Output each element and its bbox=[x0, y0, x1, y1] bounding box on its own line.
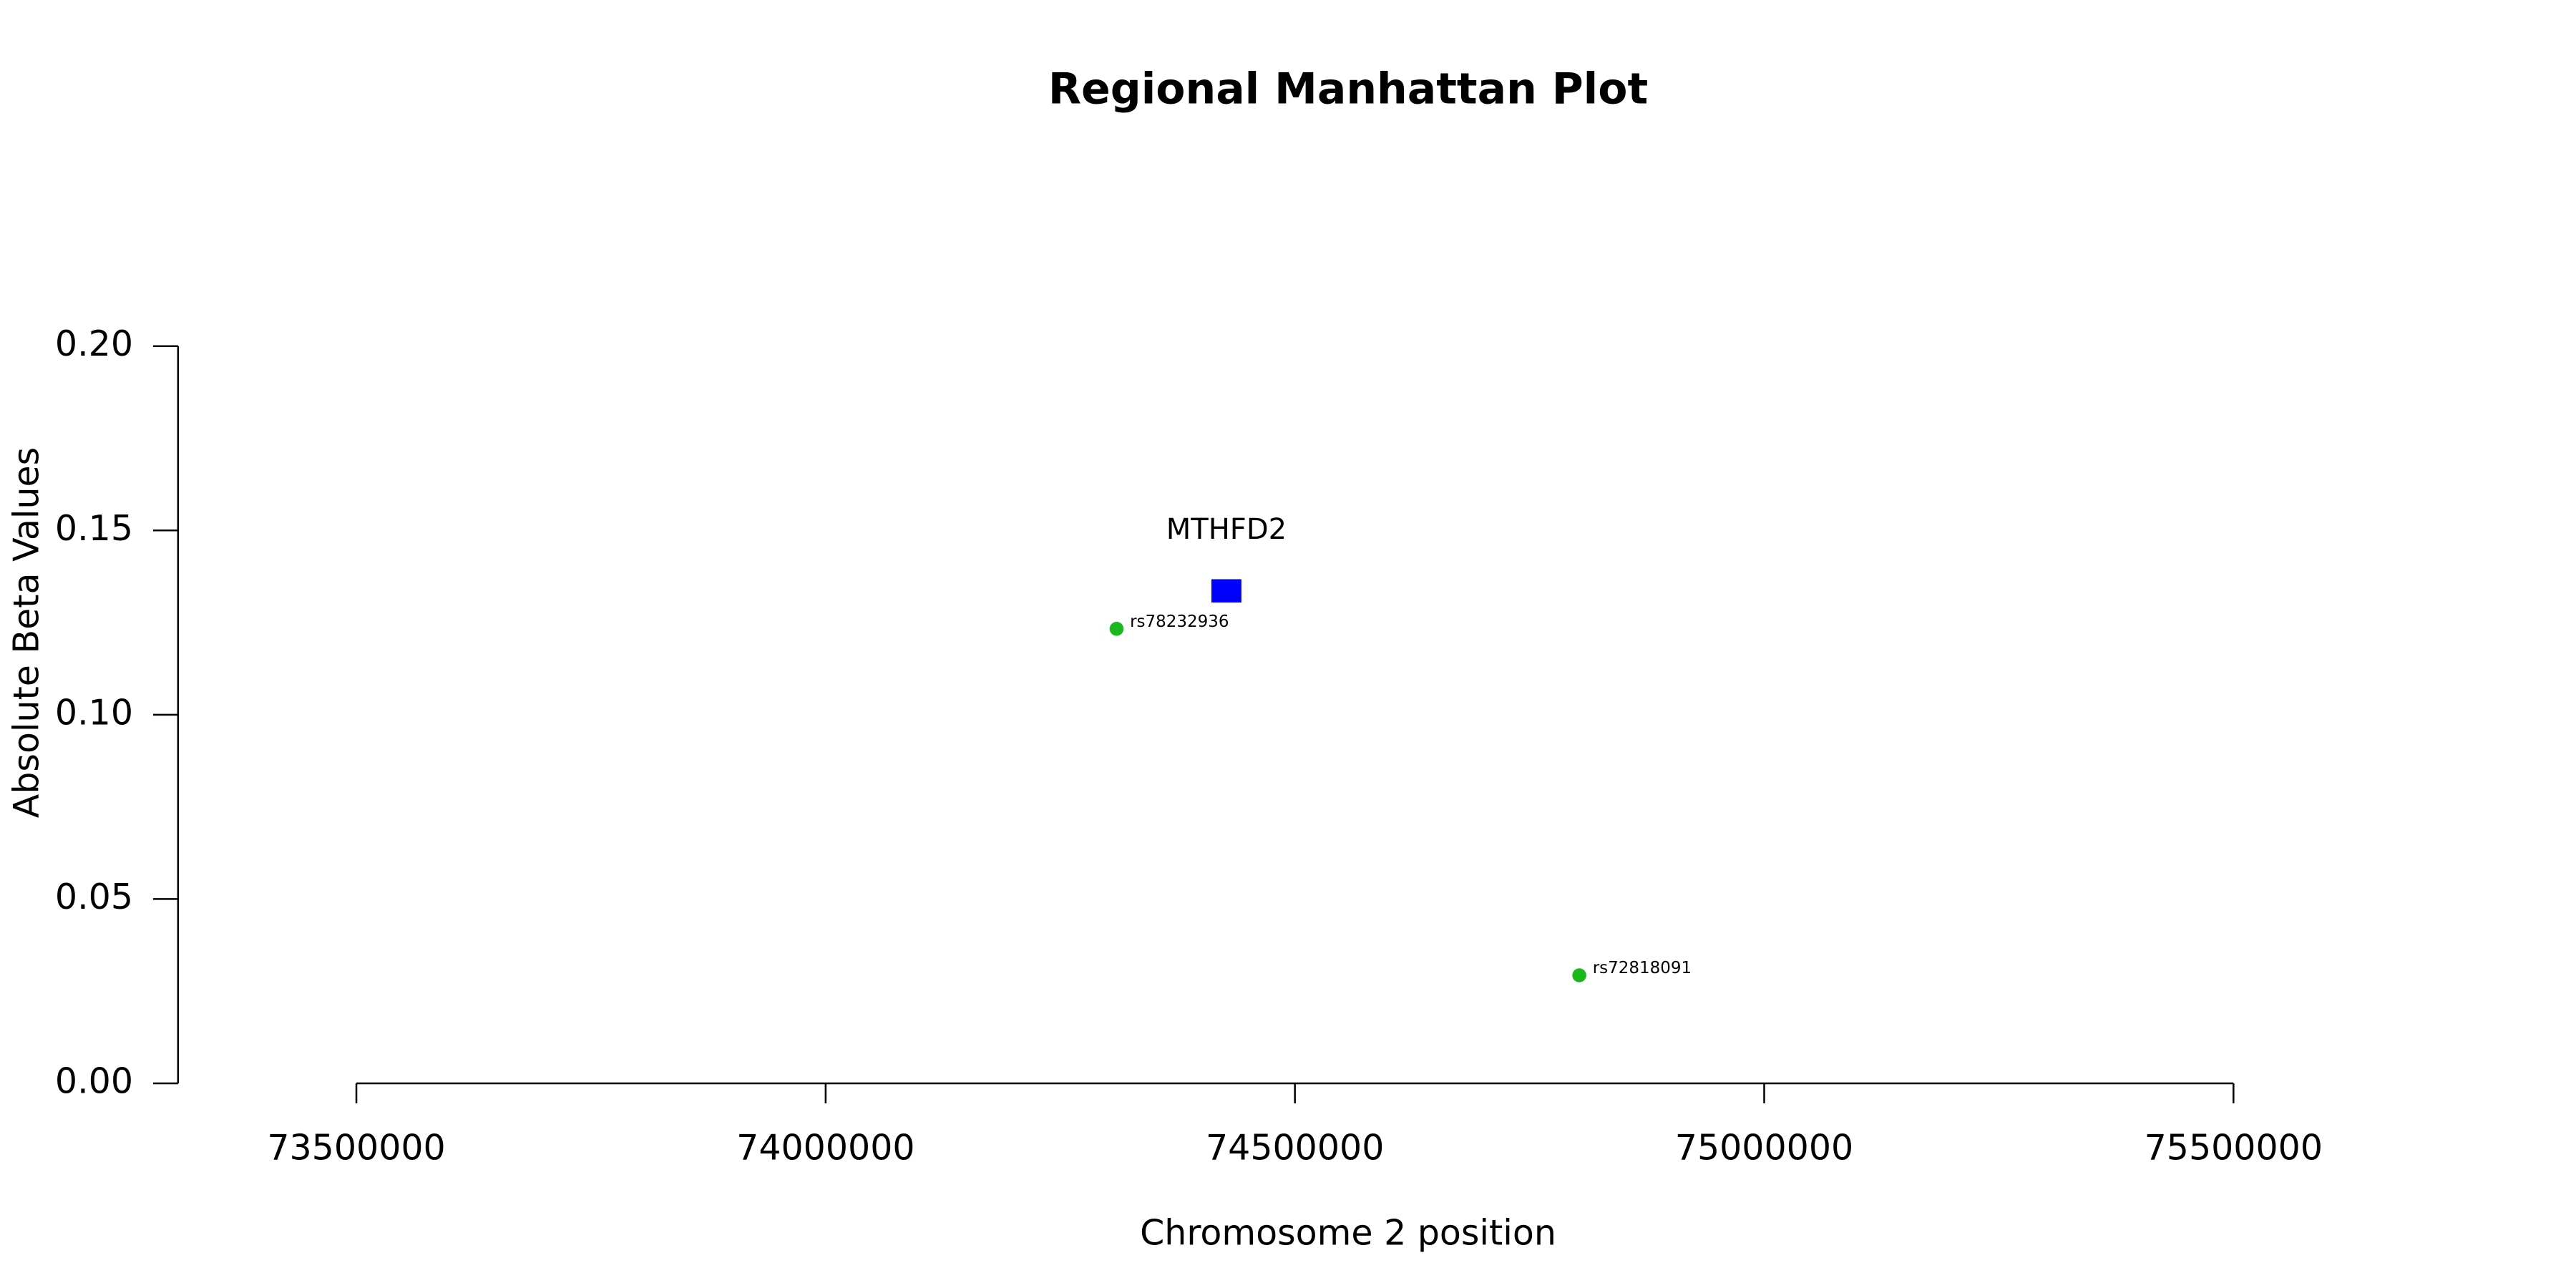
y-tick-label: 0.20 bbox=[55, 323, 133, 364]
x-tick-label: 75000000 bbox=[1675, 1127, 1853, 1168]
x-tick-label: 75500000 bbox=[2145, 1127, 2323, 1168]
y-axis-title: Absolute Beta Values bbox=[6, 447, 47, 818]
chart-title: Regional Manhattan Plot bbox=[1048, 64, 1648, 114]
x-tick-label: 74000000 bbox=[736, 1127, 914, 1168]
y-tick-label: 0.05 bbox=[55, 877, 133, 917]
y-tick-label: 0.00 bbox=[55, 1060, 133, 1101]
x-axis-title: Chromosome 2 position bbox=[1140, 1213, 1556, 1254]
x-tick-label: 74500000 bbox=[1206, 1127, 1384, 1168]
x-tick-label: 73500000 bbox=[267, 1127, 445, 1168]
gene-label: MTHFD2 bbox=[1166, 513, 1287, 546]
snp-label: rs78232936 bbox=[1130, 613, 1229, 631]
snp-label: rs72818091 bbox=[1593, 959, 1692, 977]
y-tick-label: 0.15 bbox=[55, 508, 133, 549]
snp-point bbox=[1572, 968, 1586, 982]
snp-point bbox=[1109, 622, 1124, 636]
gene-marker bbox=[1211, 579, 1241, 603]
y-tick-label: 0.10 bbox=[55, 692, 133, 733]
